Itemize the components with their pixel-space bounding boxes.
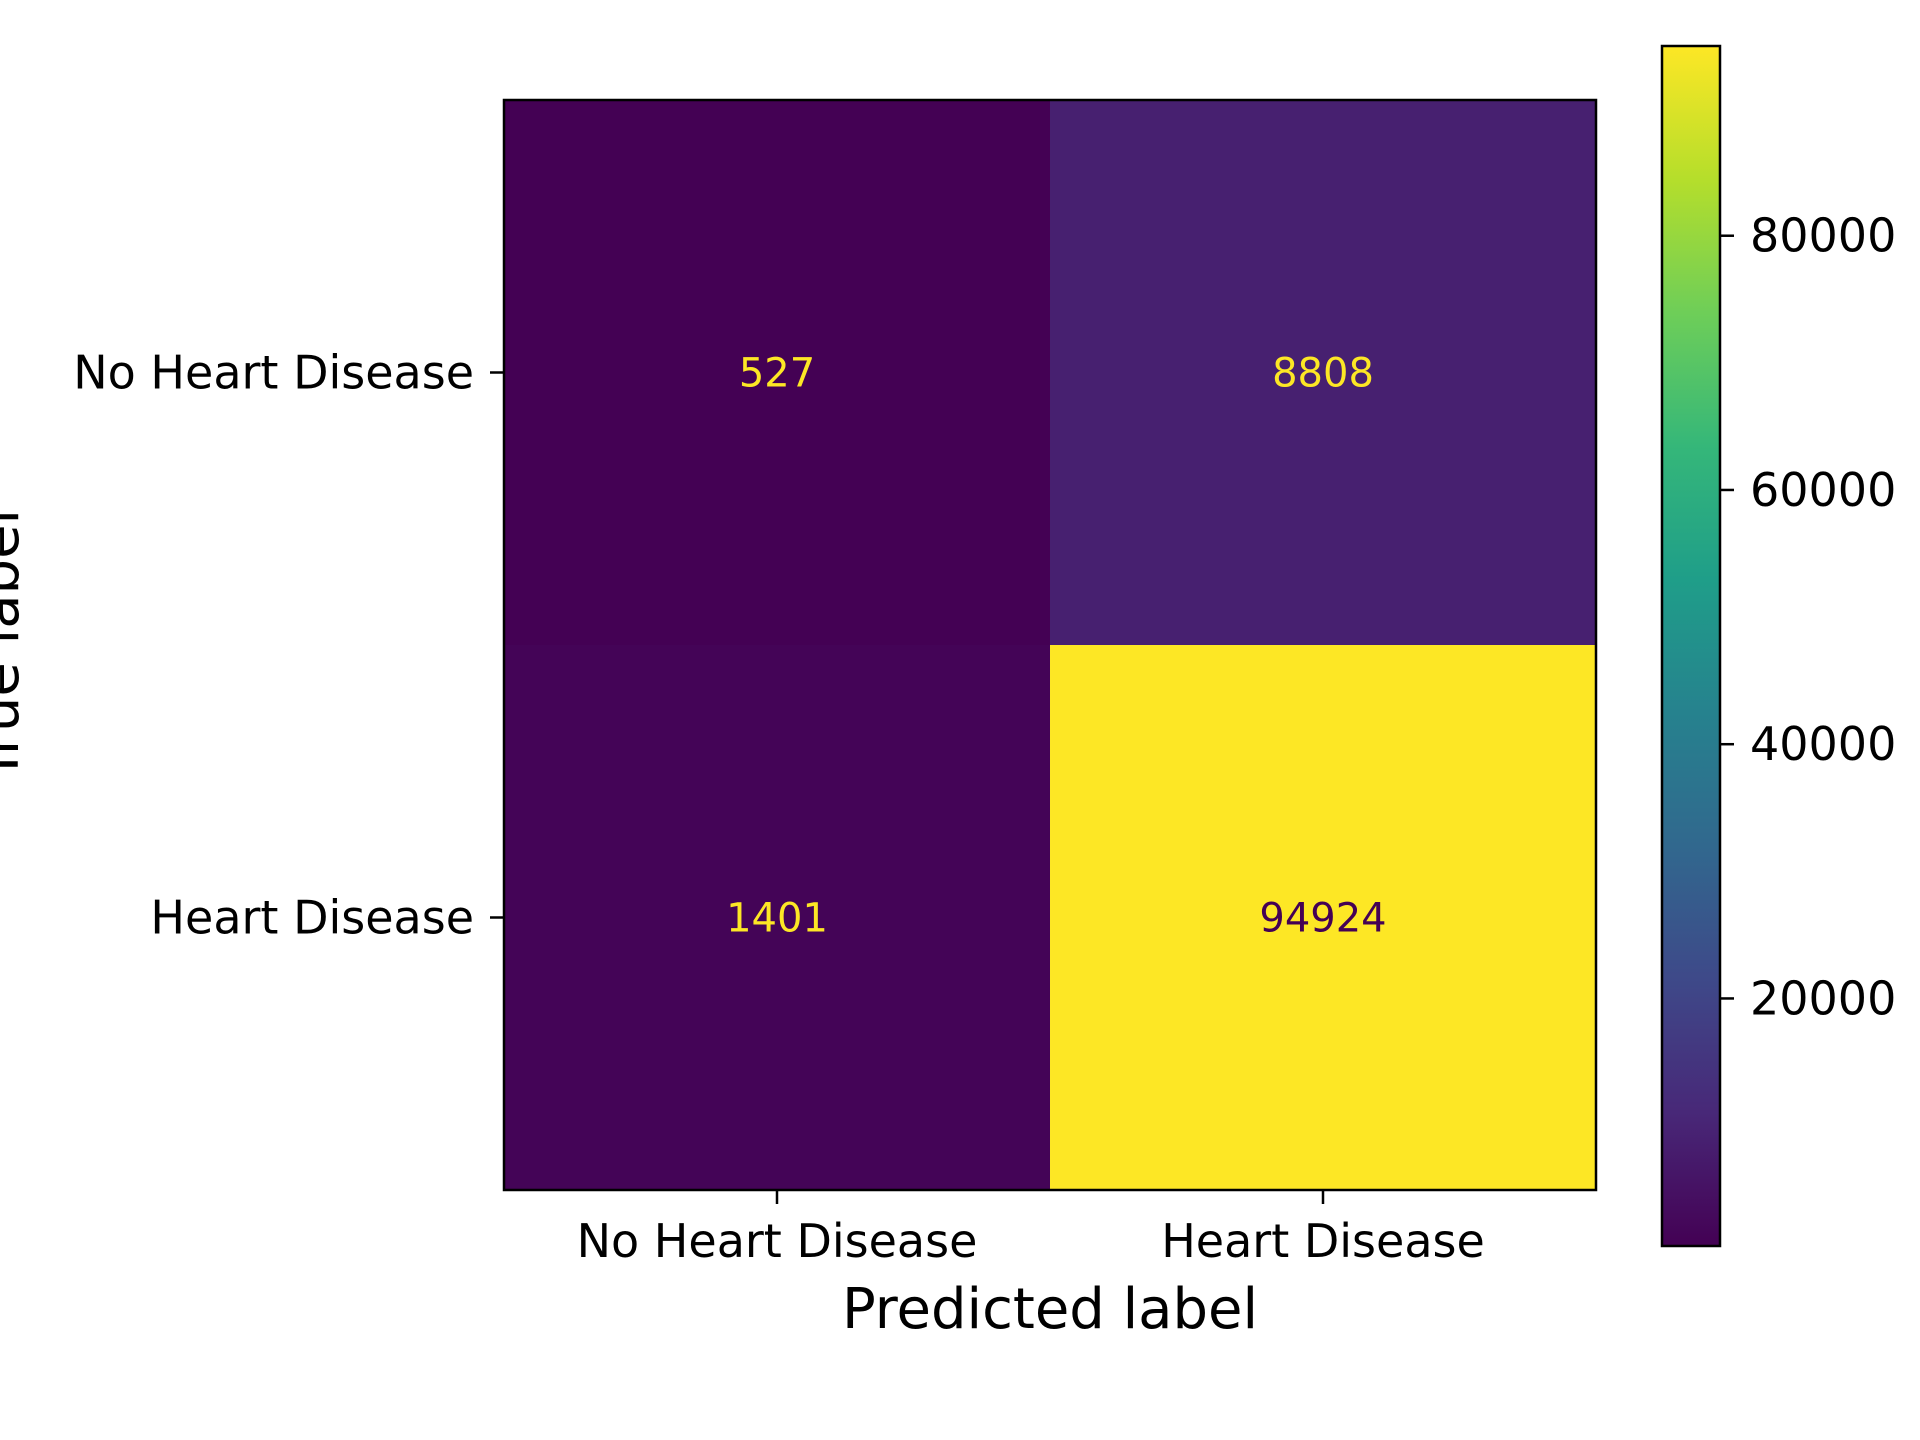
plot-frame	[502, 98, 1598, 1192]
colorbar-ticks: 20000 40000 60000 80000	[1720, 209, 1896, 1025]
x-axis-label: Predicted label	[842, 1277, 1258, 1342]
cell-value-label: 94924	[1259, 896, 1386, 942]
colorbar-tick-label: 40000	[1750, 717, 1896, 771]
colorbar-tick-label: 60000	[1750, 463, 1896, 517]
y-axis-label: True label	[0, 509, 32, 782]
y-tick-label: No Heart Disease	[73, 346, 474, 400]
x-tick-label: No Heart Disease	[577, 1214, 978, 1268]
cell-value-label: 1401	[726, 896, 828, 942]
y-axis-ticks: No Heart Disease Heart Disease	[73, 346, 504, 945]
x-tick-label: Heart Disease	[1161, 1214, 1485, 1268]
heatmap-cell	[504, 645, 1051, 1191]
heatmap-cell	[1050, 100, 1597, 646]
cell-value-label: 8808	[1272, 351, 1374, 397]
y-tick-label: Heart Disease	[150, 891, 474, 945]
cell-value-label: 527	[739, 351, 815, 397]
heatmap-cell	[504, 100, 1051, 646]
cell-value-labels: 527 8808 1401 94924	[726, 351, 1387, 942]
heatmap-cell	[1050, 645, 1597, 1191]
heatmap-cells	[504, 100, 1597, 1191]
colorbar	[1660, 44, 1722, 1248]
colorbar-tick-label: 80000	[1750, 209, 1896, 263]
x-axis-ticks: No Heart Disease Heart Disease	[577, 1190, 1485, 1268]
colorbar-tick-label: 20000	[1750, 971, 1896, 1025]
